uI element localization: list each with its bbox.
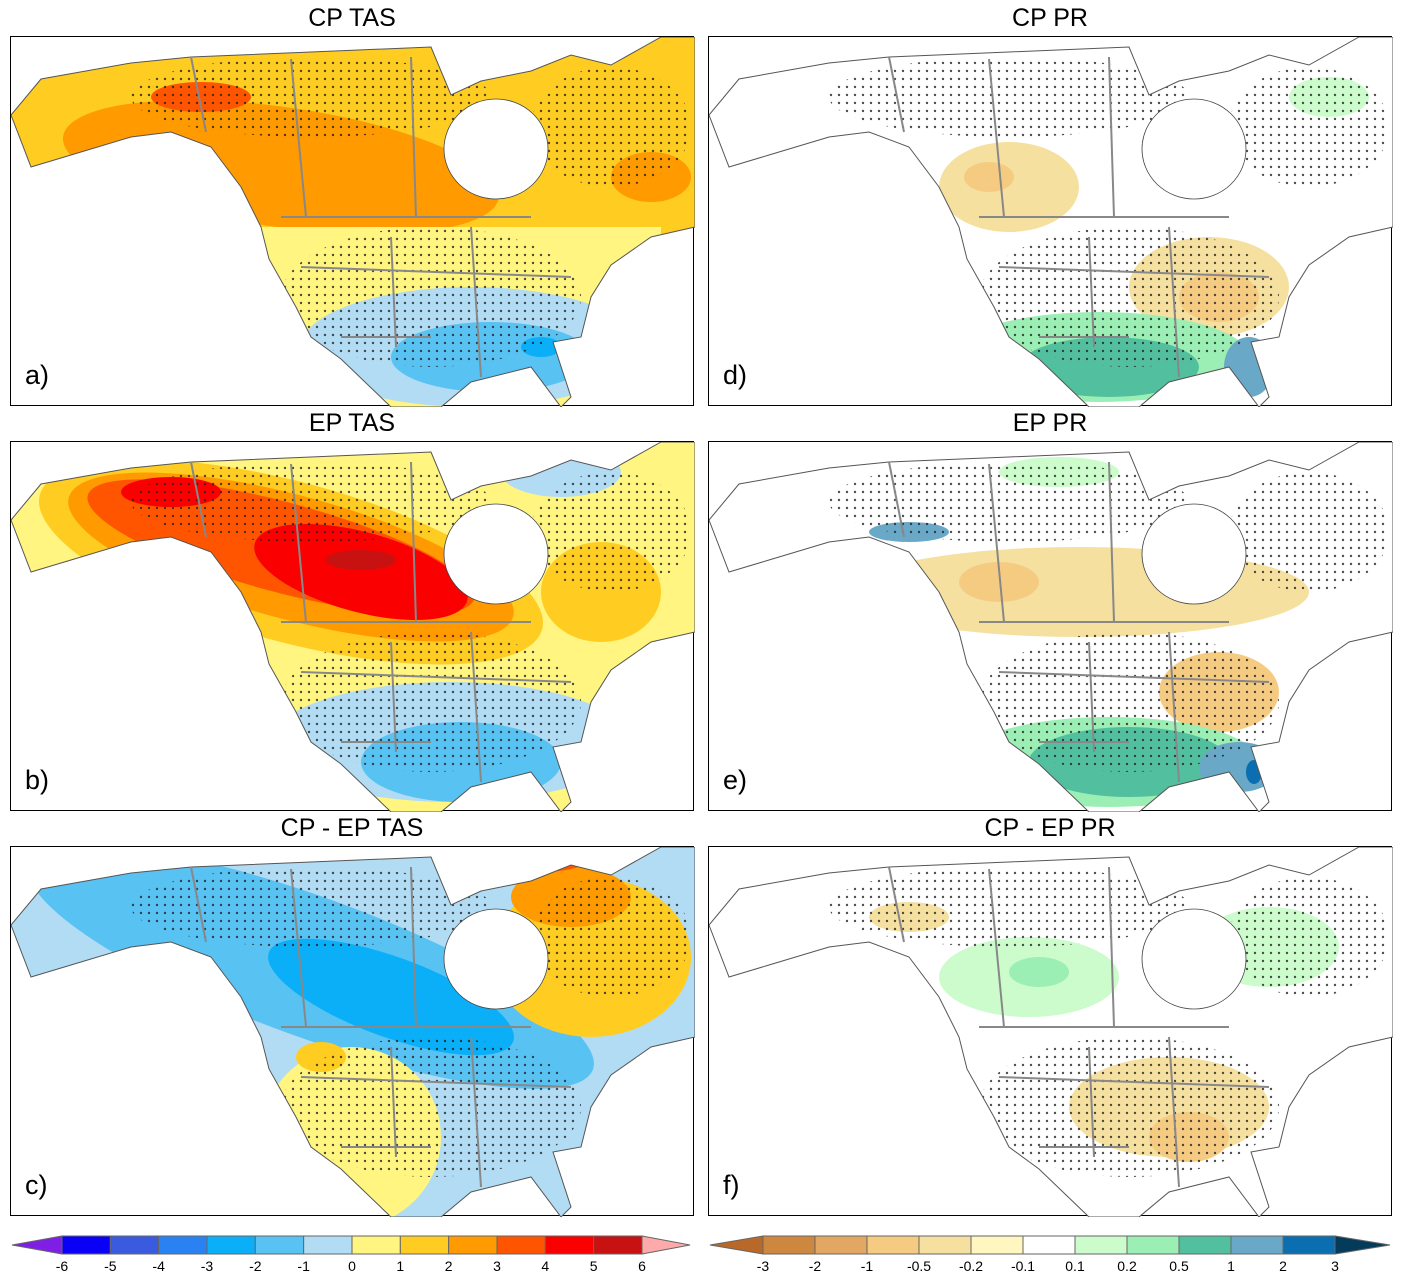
colorbar-box bbox=[1230, 1235, 1284, 1255]
colorbar-box bbox=[496, 1235, 546, 1255]
map-ep-tas bbox=[11, 442, 695, 812]
colorbar-tick-label: -1 bbox=[860, 1258, 874, 1274]
map-panel-b: b) bbox=[10, 441, 695, 812]
colorbar-tick-label: -1 bbox=[297, 1258, 310, 1274]
panel-label-d: d) bbox=[723, 360, 748, 390]
panel-label-f: f) bbox=[723, 1170, 740, 1200]
colorbar-box bbox=[544, 1235, 595, 1255]
tas-colorbar bbox=[11, 1235, 691, 1255]
colorbar-box bbox=[1126, 1235, 1180, 1255]
pr-colorbar bbox=[709, 1235, 1391, 1255]
map-panel-a: a) bbox=[10, 36, 695, 407]
colorbar-tick-label: -2 bbox=[249, 1258, 262, 1274]
colorbar-tick-label: 2 bbox=[1279, 1258, 1287, 1274]
colorbar-box bbox=[351, 1235, 401, 1255]
panel-title-f: CP - EP PR bbox=[984, 814, 1116, 842]
colorbar-tick-label: -2 bbox=[808, 1258, 822, 1274]
map-panel-c: c) bbox=[10, 846, 695, 1217]
colorbar-tick-label: 0 bbox=[348, 1258, 356, 1274]
colorbar-tick-label: 0.5 bbox=[1169, 1258, 1189, 1274]
colorbar-low-arrow bbox=[709, 1235, 764, 1255]
colorbar-box bbox=[448, 1235, 498, 1255]
colorbar-box bbox=[593, 1235, 643, 1255]
panel-label-b: b) bbox=[25, 765, 50, 795]
colorbar-box bbox=[1022, 1235, 1076, 1255]
panel-title-b: EP TAS bbox=[308, 409, 396, 437]
colorbar-box bbox=[206, 1235, 256, 1255]
panel-title-d: CP PR bbox=[1012, 4, 1088, 32]
colorbar-box bbox=[254, 1235, 305, 1255]
colorbar-box bbox=[158, 1235, 208, 1255]
map-cp-ep-pr bbox=[709, 847, 1393, 1217]
map-panel-d: d) bbox=[708, 36, 1393, 407]
colorbar-tick-label: -6 bbox=[55, 1258, 69, 1274]
colorbar-tick-label: 5 bbox=[589, 1258, 598, 1274]
colorbar-tick-label: 3 bbox=[1331, 1258, 1339, 1274]
colorbar-box bbox=[866, 1235, 920, 1255]
panel-title-c: CP - EP TAS bbox=[280, 814, 424, 842]
colorbar-box bbox=[814, 1235, 868, 1255]
panel-label-a: a) bbox=[25, 360, 50, 390]
colorbar-tick-label: -4 bbox=[152, 1258, 165, 1274]
colorbar-tick-label: -3 bbox=[200, 1258, 214, 1274]
map-panel-e: e) bbox=[708, 441, 1393, 812]
map-cp-tas bbox=[11, 37, 695, 407]
colorbar-tick-label: -0.1 bbox=[1010, 1258, 1036, 1274]
colorbar-box bbox=[1178, 1235, 1232, 1255]
colorbar-tick-label: 0.2 bbox=[1117, 1258, 1137, 1274]
map-cp-pr bbox=[709, 37, 1393, 407]
colorbar-tick-label: 4 bbox=[541, 1258, 550, 1274]
colorbar-tick-label: 3 bbox=[493, 1258, 501, 1274]
colorbar-high-arrow bbox=[1334, 1235, 1391, 1255]
colorbar-box bbox=[109, 1235, 160, 1255]
colorbar-box bbox=[61, 1235, 111, 1255]
colorbar-box bbox=[1282, 1235, 1336, 1255]
colorbar-tick-label: 0.1 bbox=[1065, 1258, 1085, 1274]
colorbar-tick-label: 1 bbox=[1227, 1258, 1235, 1274]
colorbar-high-arrow bbox=[641, 1235, 691, 1255]
panel-title-e: EP PR bbox=[1012, 409, 1088, 437]
colorbar-tick-label: -3 bbox=[756, 1258, 770, 1274]
colorbar-box bbox=[303, 1235, 353, 1255]
colorbar-tick-label: -0.2 bbox=[958, 1258, 984, 1274]
colorbar-tick-label: 6 bbox=[638, 1258, 646, 1274]
map-cp-ep-tas bbox=[11, 847, 695, 1217]
panel-title-a: CP TAS bbox=[308, 4, 396, 32]
colorbar-tick-label: 1 bbox=[396, 1258, 405, 1274]
colorbar-box bbox=[970, 1235, 1024, 1255]
colorbar-box bbox=[399, 1235, 450, 1255]
colorbar-tick-label: -5 bbox=[104, 1258, 117, 1274]
colorbar-box bbox=[762, 1235, 816, 1255]
colorbar-box bbox=[918, 1235, 972, 1255]
map-panel-f: f) bbox=[708, 846, 1393, 1217]
map-ep-pr bbox=[709, 442, 1393, 812]
colorbar-tick-label: -0.5 bbox=[906, 1258, 932, 1274]
colorbar-low-arrow bbox=[11, 1235, 63, 1255]
panel-label-e: e) bbox=[723, 765, 748, 795]
panel-label-c: c) bbox=[25, 1170, 48, 1200]
colorbar-tick-label: 2 bbox=[444, 1258, 453, 1274]
colorbar-box bbox=[1074, 1235, 1128, 1255]
